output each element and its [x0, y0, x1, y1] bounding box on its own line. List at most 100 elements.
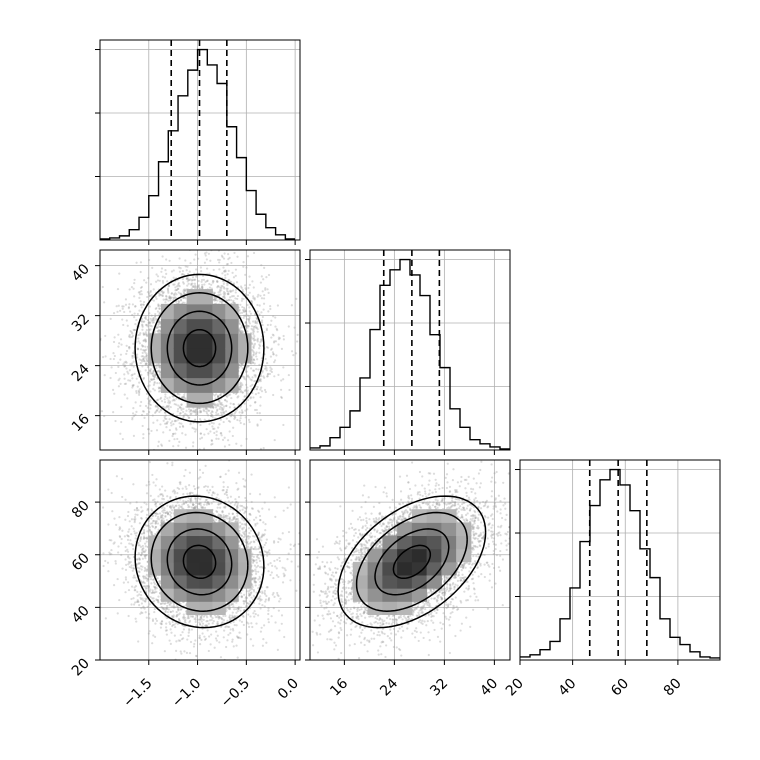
- scatter-point: [192, 410, 195, 413]
- scatter-point: [186, 284, 189, 287]
- scatter-point: [196, 286, 199, 289]
- scatter-point: [244, 287, 247, 290]
- scatter-point: [175, 300, 178, 303]
- scatter-point: [123, 382, 126, 386]
- scatter-point: [211, 442, 214, 446]
- scatter-point: [218, 261, 221, 264]
- scatter-point: [247, 365, 250, 368]
- scatter-point: [252, 297, 255, 300]
- scatter-point: [160, 267, 164, 270]
- scatter-point: [158, 293, 162, 296]
- scatter-point: [225, 417, 228, 420]
- scatter-point: [153, 382, 156, 385]
- scatter-point: [248, 310, 251, 313]
- scatter-point: [214, 298, 217, 302]
- scatter-point: [277, 373, 280, 376]
- scatter-point: [227, 290, 230, 293]
- scatter-point: [172, 293, 176, 296]
- scatter-point: [194, 419, 197, 422]
- scatter-point: [251, 361, 255, 364]
- scatter-point: [91, 382, 93, 384]
- scatter-point: [223, 445, 227, 448]
- scatter-point: [189, 409, 193, 412]
- scatter-point: [155, 326, 159, 329]
- scatter-point: [147, 321, 150, 324]
- scatter-point: [249, 396, 253, 399]
- scatter-point: [225, 404, 228, 408]
- scatter-point: [189, 262, 192, 265]
- scatter-point: [271, 351, 275, 354]
- scatter-point: [82, 401, 84, 403]
- scatter-point: [218, 393, 222, 397]
- scatter-point: [164, 417, 167, 420]
- scatter-point: [243, 376, 246, 379]
- scatter-point: [163, 415, 166, 419]
- scatter-point: [282, 423, 285, 427]
- scatter-point: [158, 279, 161, 282]
- scatter-point: [95, 330, 97, 332]
- scatter-point: [145, 329, 148, 332]
- scatter-point: [141, 358, 145, 361]
- scatter-point: [174, 419, 177, 422]
- scatter-point: [219, 293, 222, 296]
- scatter-point: [259, 294, 262, 297]
- scatter-point: [167, 284, 171, 287]
- scatter-point: [213, 431, 216, 435]
- scatter-point: [224, 292, 227, 295]
- scatter-point: [207, 409, 210, 412]
- scatter-point: [266, 373, 269, 376]
- scatter-point: [260, 386, 263, 389]
- scatter-point: [167, 408, 171, 411]
- scatter-point: [263, 331, 266, 334]
- scatter-point: [293, 326, 296, 329]
- scatter-point: [296, 333, 299, 336]
- scatter-point: [145, 359, 149, 363]
- scatter-point: [234, 288, 238, 291]
- scatter-point: [199, 266, 202, 269]
- scatter-point: [154, 411, 157, 414]
- scatter-point: [263, 376, 266, 379]
- scatter-point: [241, 411, 244, 415]
- scatter-point: [214, 404, 217, 407]
- scatter-point: [132, 407, 135, 410]
- scatter-point: [222, 286, 226, 289]
- scatter-point: [189, 413, 192, 416]
- scatter-point: [203, 447, 206, 450]
- scatter-point: [258, 344, 262, 348]
- scatter-point: [227, 299, 230, 302]
- scatter-point: [202, 408, 205, 412]
- scatter-point: [182, 282, 185, 285]
- scatter-point: [191, 244, 193, 246]
- scatter-point: [238, 330, 242, 334]
- scatter-point: [119, 358, 122, 361]
- scatter-point: [148, 363, 151, 366]
- scatter-point: [229, 296, 232, 299]
- scatter-point: [246, 386, 249, 389]
- scatter-point: [198, 411, 202, 414]
- scatter-point: [252, 330, 256, 333]
- scatter-point: [223, 296, 226, 299]
- scatter-point: [160, 270, 163, 273]
- scatter-point: [239, 303, 242, 306]
- scatter-point: [129, 336, 132, 339]
- scatter-point: [239, 312, 242, 315]
- scatter-point: [254, 321, 257, 324]
- scatter-point: [148, 403, 151, 406]
- scatter-point: [218, 293, 221, 296]
- scatter-point: [178, 412, 182, 415]
- scatter-point: [269, 323, 272, 326]
- scatter-point: [252, 339, 256, 342]
- scatter-point: [184, 265, 187, 268]
- scatter-point: [139, 348, 143, 351]
- scatter-point: [269, 348, 273, 351]
- scatter-point: [165, 272, 168, 276]
- scatter-point: [233, 415, 236, 418]
- scatter-point: [304, 334, 306, 336]
- scatter-point: [253, 326, 256, 329]
- scatter-point: [131, 332, 134, 335]
- scatter-point: [189, 409, 193, 412]
- scatter-point: [261, 371, 264, 374]
- scatter-point: [225, 400, 229, 403]
- scatter-point: [138, 392, 141, 395]
- scatter-point: [272, 353, 275, 356]
